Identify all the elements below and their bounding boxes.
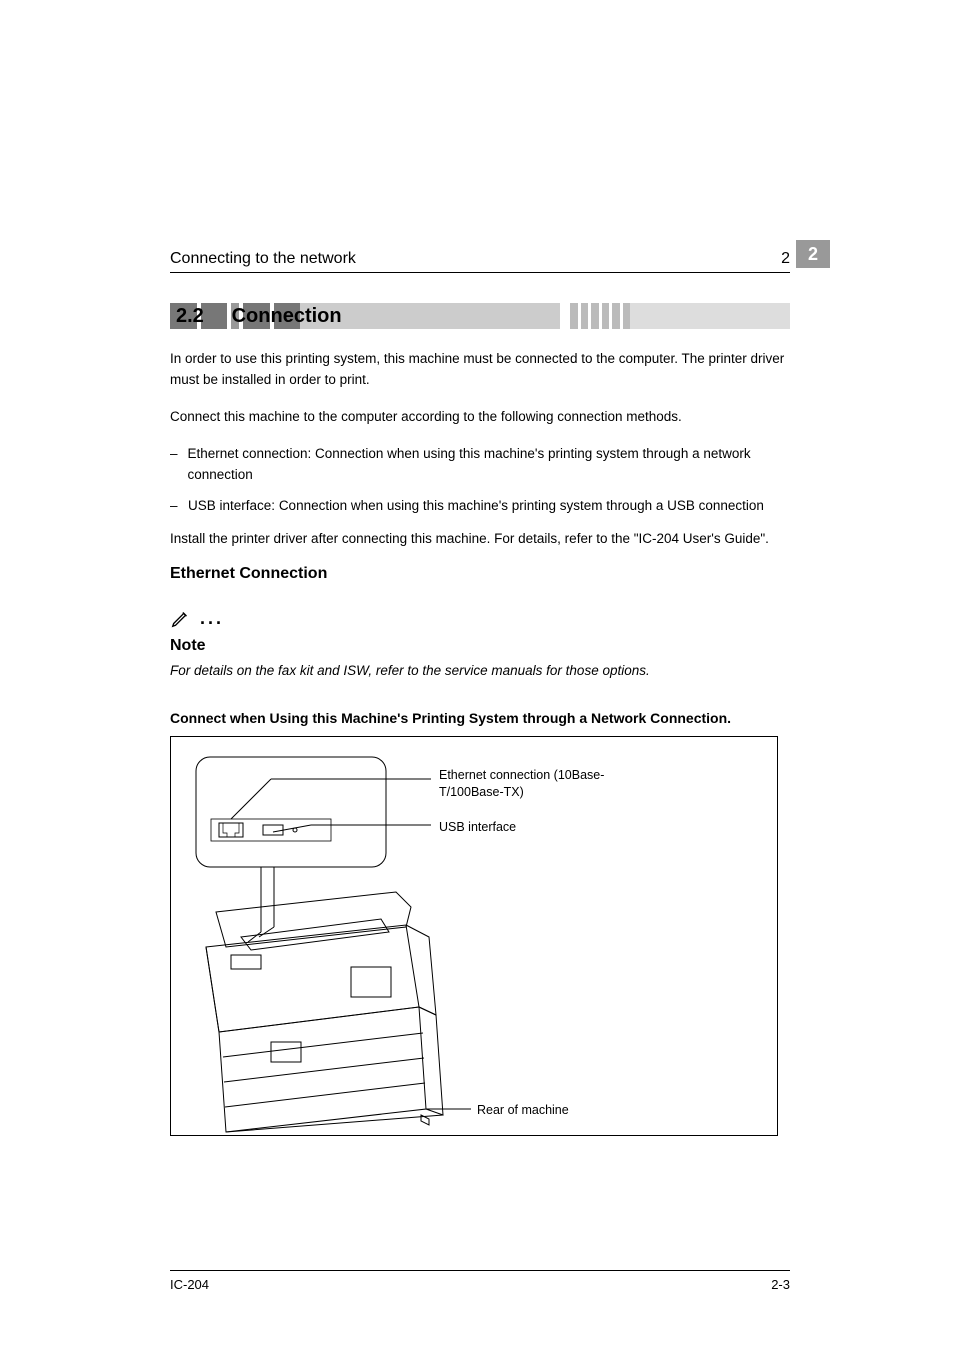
footer-product: IC-204	[170, 1277, 209, 1292]
running-header: Connecting to the network 2	[170, 250, 790, 273]
bullet-text: Connection when using this machine's pri…	[279, 498, 764, 513]
section-number: 2.2	[176, 305, 204, 327]
bullet-label: Ethernet connection:	[187, 446, 311, 461]
ethernet-subheading: Ethernet Connection	[170, 565, 790, 583]
figure-callout: USB interface	[439, 819, 516, 835]
chapter-badge: 2	[796, 240, 830, 268]
section-heading-bar: 2.2 Connection	[170, 303, 790, 329]
driver-paragraph: Install the printer driver after connect…	[170, 529, 790, 550]
note-label: Note	[170, 637, 790, 655]
figure: Ethernet connection (10Base-T/100Base-TX…	[170, 736, 778, 1136]
section-title: Connection	[232, 305, 342, 327]
figure-callout: Rear of machine	[477, 1102, 569, 1118]
note-text: For details on the fax kit and ISW, refe…	[170, 661, 790, 682]
bullet-label: USB interface:	[188, 498, 275, 513]
page-footer: IC-204 2-3	[170, 1270, 790, 1292]
running-title: Connecting to the network	[170, 250, 356, 268]
pen-icon	[170, 607, 192, 629]
intro-paragraph: In order to use this printing system, th…	[170, 349, 790, 391]
note-block: ...	[170, 607, 790, 629]
connect-paragraph: Connect this machine to the computer acc…	[170, 407, 790, 428]
chapter-ref: 2	[781, 250, 790, 268]
bullet-item: – Ethernet connection: Connection when u…	[170, 444, 790, 486]
bullet-item: – USB interface: Connection when using t…	[170, 496, 790, 517]
footer-page: 2-3	[771, 1277, 790, 1292]
sub2-heading: Connect when Using this Machine's Printi…	[170, 710, 790, 726]
figure-callout: Ethernet connection (10Base-T/100Base-TX…	[439, 767, 619, 800]
